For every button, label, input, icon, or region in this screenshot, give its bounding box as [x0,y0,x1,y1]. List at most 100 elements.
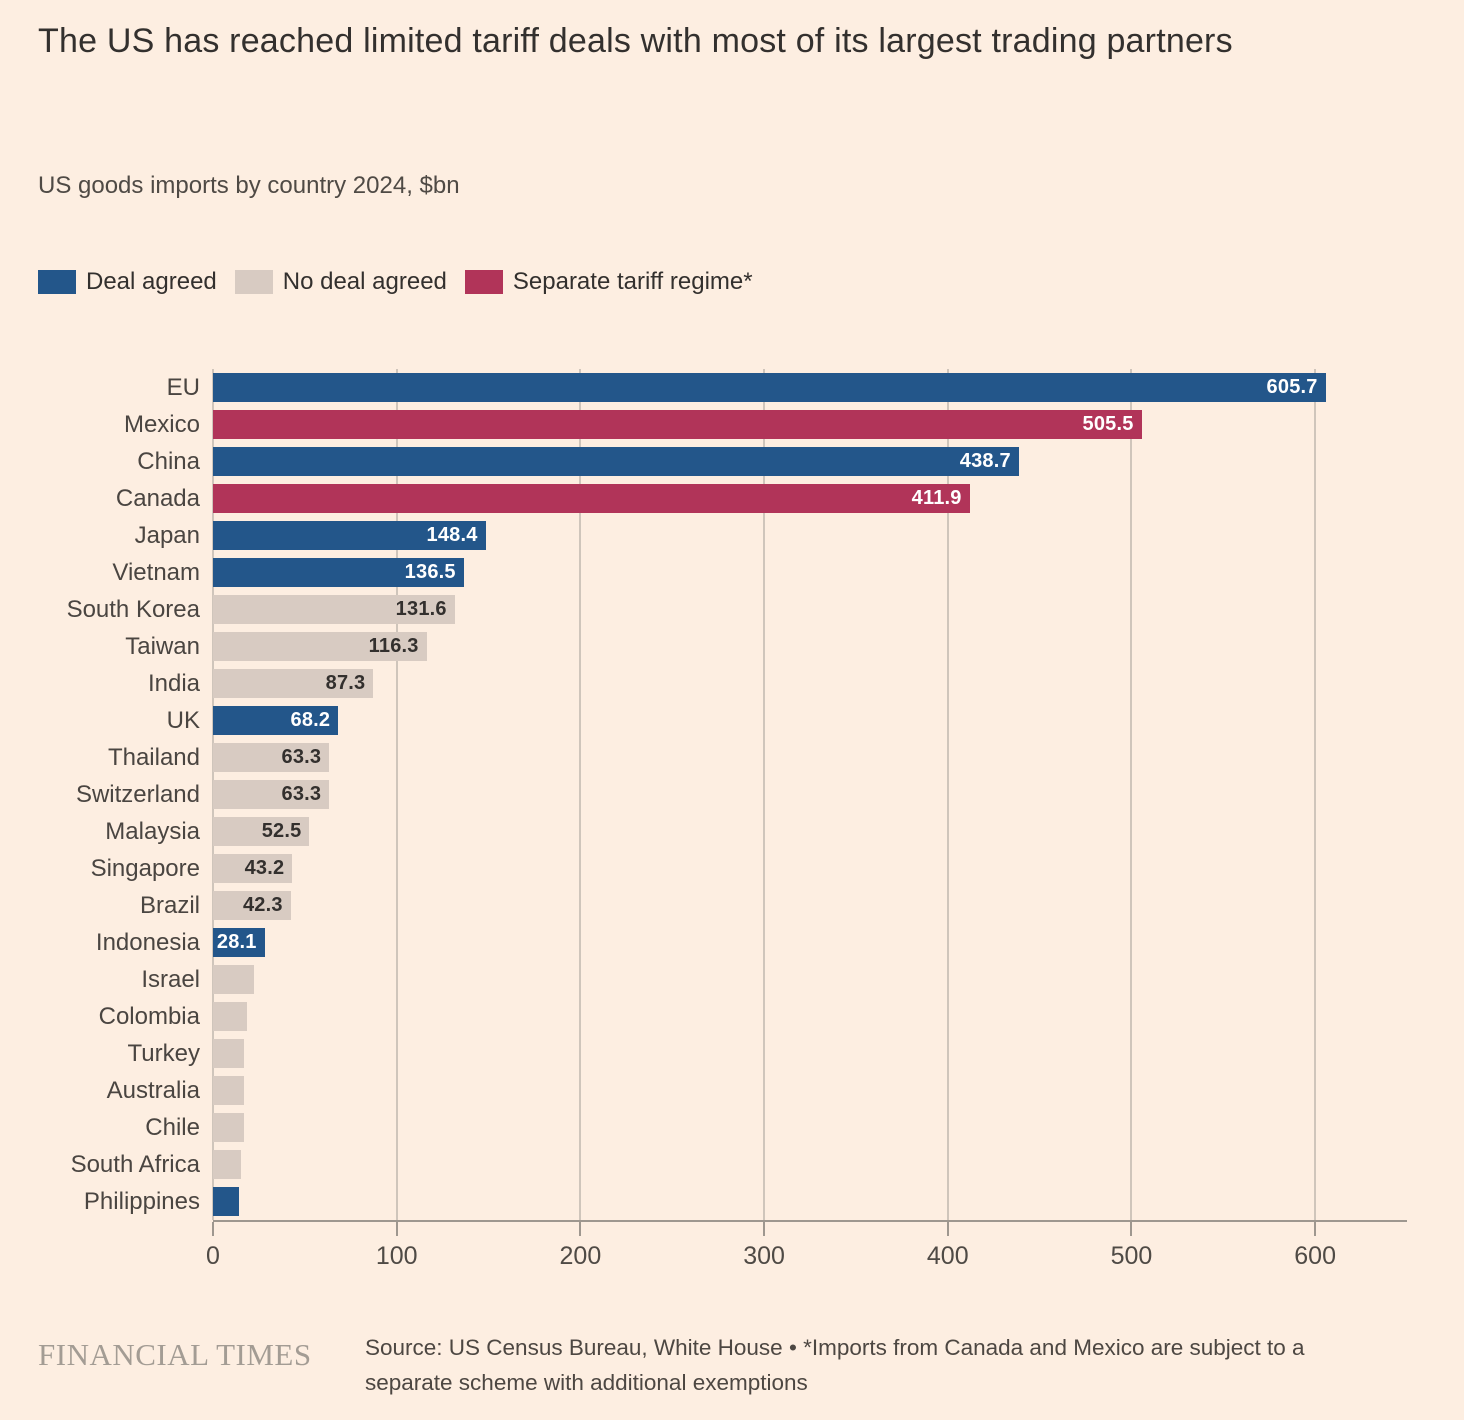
country-label: Taiwan [125,633,200,660]
bar-value-label: 605.7 [1266,376,1318,398]
axis-tick-0 [212,1222,214,1236]
bar-mexico: 505.5 [213,410,1142,439]
bar-south-africa [213,1150,241,1179]
bar-row: Israel [38,961,1407,998]
country-label: Switzerland [75,781,200,808]
bar-value-label: 116.3 [368,635,419,657]
axis-tick-600 [1314,1222,1317,1236]
bar-row: Chile [38,1109,1407,1146]
bar-value-label: 63.3 [281,746,322,768]
bar-row: Canada 411.9 [38,480,1407,517]
axis-tick-300 [763,1222,766,1236]
bar-row: Thailand 63.3 [38,739,1407,776]
country-label: Turkey [127,1040,200,1067]
bar-row: Japan 148.4 [38,517,1407,554]
bar-value-label: 87.3 [325,672,366,694]
bar-row: Malaysia 52.5 [38,813,1407,850]
bar-japan: 148.4 [213,521,486,550]
ft-logo: FINANCIAL TIMES [38,1337,312,1372]
bar-turkey [213,1039,245,1068]
bar-row: Turkey [38,1035,1407,1072]
country-label: India [147,670,200,697]
source-note: Source: US Census Bureau, White House • … [365,1335,1305,1395]
gridline-500 [1130,369,1133,1220]
axis-tick-500 [1130,1222,1133,1236]
legend: Deal agreed No deal agreed Separate tariff… [38,268,753,296]
bar-value-label: 136.5 [404,561,456,583]
country-label: Colombia [98,1003,200,1030]
bar-value-label: 63.3 [281,783,322,805]
bar-row: China 438.7 [38,443,1407,480]
bar-value-label: 131.6 [395,598,447,620]
axis-tick-label-200: 200 [559,1242,602,1270]
legend-label: Deal agreed [86,268,217,295]
bar-row: UK 68.2 [38,702,1407,739]
bar-value-label: 411.9 [911,487,962,509]
bar-israel [213,965,254,994]
country-label: China [137,448,200,475]
legend-label: No deal agreed [282,268,447,295]
bar-chart: EU 605.7 Mexico 505.5 China 438.7 Canada 411.9 J… [38,369,1407,1270]
country-label: UK [166,707,200,734]
country-label: EU [166,374,200,401]
country-label: Canada [115,485,200,512]
bar-row: Taiwan 116.3 [38,628,1407,665]
bar-south-korea: 131.6 [213,595,455,624]
country-label: Japan [134,522,200,549]
bar-brazil: 42.3 [213,891,291,920]
country-label: Vietnam [112,559,200,586]
bar-vietnam: 136.5 [213,558,464,587]
chart-title: The US has reached limited tariff deals … [38,22,1233,60]
bar-eu: 605.7 [213,373,1326,402]
bar-row: Switzerland 63.3 [38,776,1407,813]
axis-tick-400 [946,1222,949,1236]
bar-row: EU 605.7 [38,369,1407,406]
legend-label: Separate tariff regime* [512,268,753,295]
bar-row: Mexico 505.5 [38,406,1407,443]
axis-tick-label-0: 0 [206,1242,220,1270]
country-label: Israel [141,966,200,993]
gridline-100 [395,369,398,1220]
axis-tick-label-500: 500 [1110,1242,1153,1270]
legend-swatch-separate [464,270,503,294]
country-label: Mexico [123,411,200,438]
bar-row: Singapore 43.2 [38,850,1407,887]
bar-uk: 68.2 [213,706,339,735]
country-label: Thailand [107,744,200,771]
axis-tick-label-400: 400 [926,1242,969,1270]
bar-value-label: 42.3 [242,894,283,916]
gridline-600 [1314,369,1317,1220]
gridline-300 [763,369,766,1220]
country-label: Philippines [83,1188,200,1215]
bar-value-label: 438.7 [959,450,1011,472]
x-axis: 0 100 200 300 400 500 600 [206,1220,1407,1282]
legend-item-separate: Separate tariff regime* [464,268,753,296]
bar-value-label: 28.1 [216,931,257,953]
gridline-200 [579,369,582,1220]
bar-row: Indonesia 28.1 [38,924,1407,961]
bar-row: Brazil 42.3 [38,887,1407,924]
bar-row: Vietnam 136.5 [38,554,1407,591]
bar-value-label: 43.2 [244,857,285,879]
bar-singapore: 43.2 [213,854,293,883]
bar-switzerland: 63.3 [213,780,330,809]
bar-philippines [213,1187,240,1216]
bar-row: Philippines [38,1183,1407,1220]
country-label: Malaysia [105,818,200,845]
bar-china: 438.7 [213,447,1019,476]
bar-taiwan: 116.3 [213,632,427,661]
country-label: Singapore [90,855,200,882]
country-label: Brazil [139,892,200,919]
country-label: Chile [145,1114,200,1141]
bar-row: South Korea 131.6 [38,591,1407,628]
bar-colombia [213,1002,247,1031]
legend-swatch-deal [38,270,76,294]
bar-australia [213,1076,245,1105]
country-label: South Africa [70,1151,200,1178]
axis-tick-100 [395,1222,398,1236]
axis-tick-200 [579,1222,582,1236]
bar-malaysia: 52.5 [213,817,310,846]
bar-canada: 411.9 [213,484,970,513]
bar-row: Colombia [38,998,1407,1035]
